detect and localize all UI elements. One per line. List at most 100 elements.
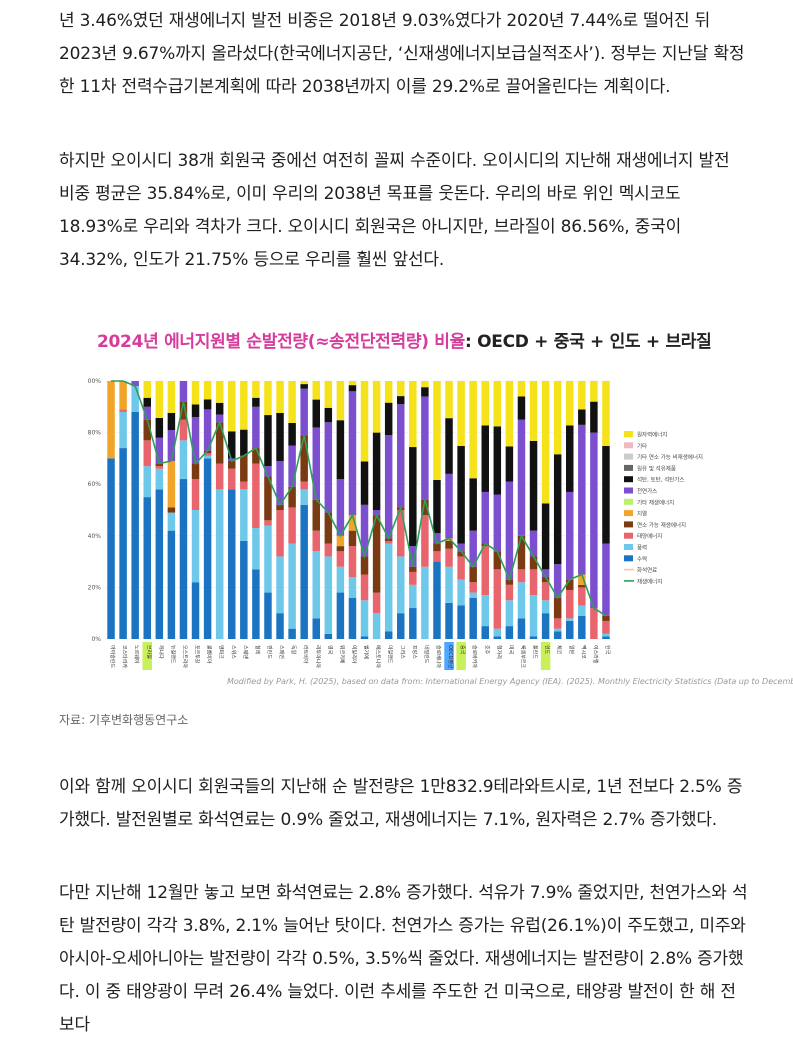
bar-segment [421,381,429,388]
bar-segment [179,401,188,420]
bar-segment [493,551,502,570]
x-tick-label: 리투아니아 [314,645,321,668]
bar-segment [312,551,320,619]
bar-segment [276,381,284,413]
bar-segment [517,618,526,639]
bar-segment [481,595,489,627]
bar-segment [445,418,453,474]
bar-segment [143,381,151,398]
bar-segment [602,381,610,447]
y-tick-label: 100% [87,378,101,385]
bar-segment [409,608,417,639]
bar-segment [300,384,308,389]
legend-label: 기타 [637,442,647,450]
bar-segment [445,381,453,419]
x-tick-label: 브라질 [145,645,152,659]
bar-segment [179,440,188,480]
bar-segment [541,381,550,504]
bar-segment [203,458,212,639]
x-tick-label: 슬로바키아 [471,645,478,668]
bar-segment [252,397,260,407]
bar-segment [578,381,586,410]
bar-segment [553,564,562,598]
bar-segment [566,589,574,619]
x-tick-label: 헝가리 [495,645,502,659]
bar-segment [360,574,369,601]
bar-segment [348,385,357,392]
bar-segment [264,466,272,477]
bar-segment [397,510,405,557]
bar-segment [324,543,333,557]
bar-segment [300,381,308,385]
bar-segment [264,381,272,416]
bar-segment [541,569,550,578]
stacked-bar-chart: 0% 20% 40% 60% 80% 100% 아이슬란드 코스타리카 노르웨이 브라질 캐나다 뉴질… [87,378,703,670]
bar-segment [155,437,164,464]
bar-segment [252,406,260,449]
bar-segment [505,481,514,580]
bar-segment [421,499,429,516]
bar-segment [517,582,526,619]
bar-segment [541,577,550,583]
x-tick-label: 폴란드 [532,645,539,659]
x-tick-label: 콜롬비아 [206,645,213,664]
bar-segment [360,381,369,462]
bar-segment [602,543,610,616]
bar-segment [143,406,151,420]
bar-segment [360,556,369,575]
bar-segment [553,618,562,629]
bar-segment [566,620,574,639]
bar-segment [143,497,151,639]
bar-segment [155,466,164,469]
bar-segment [433,543,441,552]
bar-segment [360,600,369,637]
x-tick-label: 라트비아 [302,645,309,664]
bar-segment [397,381,405,397]
bar-segment [578,587,586,606]
bar-segment [602,446,610,544]
bar-segment [143,440,151,467]
legend-swatch [624,487,633,494]
bar-segment [324,422,333,513]
bar-segment [215,463,224,490]
bar-segment [384,631,393,639]
bar-segment [360,504,369,557]
x-tick-label: 캐나다 [157,645,164,659]
bar-segment [445,538,453,541]
bar-segment [107,381,115,459]
bar-segment [336,381,345,421]
bar-segment [228,489,236,639]
renewable-share-line [111,380,607,617]
bar-segment [529,636,538,639]
legend-label: 석탄, 토탄, 석탄가스 [637,476,684,484]
bar-segment [445,548,453,567]
bar-segment [493,628,502,637]
legend-label: 지열 [637,510,647,518]
x-tick-label: 멕시코 [580,645,587,659]
bar-segment [493,426,502,495]
bar-segment [445,540,453,549]
bar-segment [505,381,514,447]
bar-segment [300,435,308,482]
x-tick-label: 코스타리카 [121,645,128,668]
bar-segment [191,404,200,418]
bar-segment [529,595,538,637]
bar-segment [288,445,296,487]
category-highlight [142,642,152,670]
bar-segment [590,401,598,433]
bar-segment [553,628,562,632]
bar-segment [553,631,562,639]
legend-label: 재생에너지 [637,577,662,585]
bar-segment [252,528,260,570]
bar-segment [203,453,212,456]
bar-segment [517,535,526,570]
x-tick-label: OECD평균 [447,645,454,669]
legend-label: 수력 [637,555,647,563]
bar-segment [421,566,429,639]
bar-segment [312,381,320,400]
x-tick-label: 아일랜드 [387,645,394,664]
bar-segment [300,504,308,639]
bar-segment [372,381,381,433]
bar-segment [372,592,381,614]
bar-segment [372,515,381,593]
